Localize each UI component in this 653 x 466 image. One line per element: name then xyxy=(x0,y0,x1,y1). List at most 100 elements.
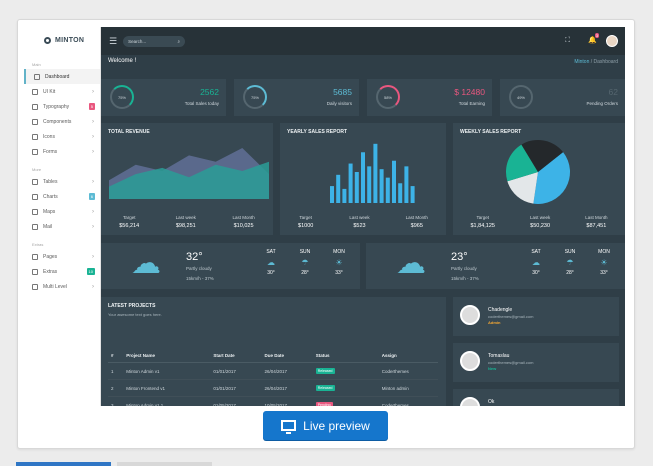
table-header: Start Date xyxy=(210,349,262,363)
forecast-day-name: MON xyxy=(333,249,345,255)
nav-item-icon xyxy=(32,148,38,155)
bar xyxy=(348,163,353,203)
chevron-right-icon: › xyxy=(92,178,94,185)
bar xyxy=(410,186,415,203)
bar xyxy=(385,177,390,203)
bar xyxy=(336,174,341,203)
legend-value: $1,84,125 xyxy=(470,223,495,229)
progress-ring: 58% xyxy=(376,85,400,109)
stat-card: 75% 5685 Daily visitors xyxy=(234,79,359,116)
table-header: Due Date xyxy=(261,349,313,363)
sidebar-item[interactable]: Icons › xyxy=(24,129,100,144)
fullscreen-icon[interactable]: ⛶ xyxy=(565,37,570,44)
table-cell: Released xyxy=(312,362,379,380)
projects-title: LATEST PROJECTS xyxy=(108,303,156,309)
chevron-right-icon: › xyxy=(92,148,94,155)
sidebar-item[interactable]: Extras 10 xyxy=(24,264,100,279)
table-header: Project Name xyxy=(123,349,211,363)
legend-item: Last Month $87,451 xyxy=(585,215,607,229)
forecast-day-name: SAT xyxy=(531,249,541,255)
sidebar-item[interactable]: Components › xyxy=(24,114,100,129)
contact-card[interactable]: Tomaslau coderthemes@gmail.com New xyxy=(453,343,619,382)
sidebar-item[interactable]: Tables › xyxy=(24,174,100,189)
revenue-legend: Target $56,214 Last week $98,251 Last Month $… xyxy=(101,215,273,229)
table-cell: 1 xyxy=(108,362,124,380)
legend-label: Last Month xyxy=(405,215,428,220)
table-cell: 3 xyxy=(108,396,124,406)
table-cell: Minton Admin v1 xyxy=(123,362,211,380)
legend-value: $98,251 xyxy=(175,223,196,229)
table-cell: 10/05/2017 xyxy=(261,396,313,406)
bar xyxy=(392,160,396,203)
yearly-bar-chart xyxy=(330,143,415,203)
forecast-temp: 33° xyxy=(600,270,608,276)
forecast-day: SAT ☁ 30° xyxy=(526,249,546,276)
sidebar-item[interactable]: Pages › xyxy=(24,249,100,264)
table-row[interactable]: 3 Minton Admin v1.1 01/05/2017 10/05/2017 Pe… xyxy=(108,396,438,406)
menu-icon[interactable]: ☰ xyxy=(109,35,118,46)
avatar xyxy=(460,351,480,371)
sidebar-item[interactable]: Mail › xyxy=(24,219,100,234)
sidebar-item[interactable]: Multi Level › xyxy=(24,279,100,294)
contact-name: Chadengle xyxy=(488,307,513,313)
sidebar-item[interactable]: Charts 6 xyxy=(24,189,100,204)
table-row[interactable]: 1 Minton Admin v1 01/01/2017 26/04/2017 Rele… xyxy=(108,362,438,380)
weather-temp: 32° xyxy=(186,251,203,263)
app-name: MINTON xyxy=(55,37,85,44)
revenue-card: TOTAL REVENUE Target $56,214 Last week $98,… xyxy=(101,123,273,235)
sidebar-item[interactable]: Forms › xyxy=(24,144,100,159)
forecast-temp: 28° xyxy=(301,270,309,276)
table-cell: Coderthemes xyxy=(378,362,438,380)
sidebar-item[interactable]: UI Kit › xyxy=(24,84,100,99)
legend-label: Last week xyxy=(175,215,196,220)
sidebar-item[interactable]: Typography 5 xyxy=(24,99,100,114)
breadcrumb-separator: / xyxy=(590,59,593,65)
forecast-day-name: SAT xyxy=(266,249,276,255)
sidebar-item-label: Multi Level xyxy=(43,283,67,290)
weekly-card: WEEKLY SALES REPORT Target $1,84,125 Last … xyxy=(453,123,625,235)
nav-item-icon xyxy=(32,88,38,95)
search-input[interactable]: Search... ⌕ xyxy=(123,35,186,47)
user-avatar[interactable] xyxy=(606,35,618,47)
forecast-icon: ☁ xyxy=(532,258,540,267)
stat-label: Daily visitors xyxy=(326,101,352,106)
weekly-pie-chart xyxy=(506,140,570,204)
nav-heading: Main xyxy=(32,62,41,67)
app-logo[interactable]: MINTON xyxy=(24,27,100,54)
bottom-tab-strip xyxy=(16,462,111,466)
forecast-icon: ☁ xyxy=(267,258,275,267)
nav-item-icon xyxy=(34,73,40,80)
stat-label: Total Sales today xyxy=(184,101,219,106)
legend-item: Last week $50,230 xyxy=(530,215,550,229)
table-cell: Coderthemes xyxy=(378,396,438,406)
legend-label: Target xyxy=(299,215,312,220)
sidebar-item[interactable]: Dashboard xyxy=(24,69,100,84)
revenue-title: TOTAL REVENUE xyxy=(108,129,150,135)
legend-item: Target $1000 xyxy=(298,215,313,229)
pie-slice xyxy=(506,144,538,182)
forecast-icon: ☀ xyxy=(600,258,608,267)
legend-value: $87,451 xyxy=(586,223,607,229)
sidebar-item[interactable]: Maps › xyxy=(24,204,100,219)
forecast-day: SUN ☂ 28° xyxy=(560,249,580,276)
stat-value: 62 xyxy=(608,87,618,97)
forecast-day: SAT ☁ 30° xyxy=(261,249,281,276)
status-badge: Pending xyxy=(315,402,333,406)
contact-card[interactable]: Okcoderthemes@gmail.com xyxy=(453,389,619,406)
contact-card[interactable]: Chadengle coderthemes@gmail.com Admin xyxy=(453,297,619,336)
bell-icon[interactable]: 🔔 xyxy=(588,37,597,44)
topbar: ☰ Search... ⌕ ⛶ 🔔 3 xyxy=(101,27,625,55)
table-header: Status xyxy=(312,349,379,363)
live-preview-button[interactable]: Live preview xyxy=(263,411,388,440)
projects-table: # Project Name Start Date Due Date Status Ass… xyxy=(108,349,438,406)
contact-name: Ok xyxy=(488,399,495,405)
legend-item: Last Month $10,025 xyxy=(232,215,254,229)
weather-wind: 15km/h - 37% xyxy=(451,276,479,281)
pie-slice xyxy=(507,172,538,204)
notification-badge: 3 xyxy=(594,33,599,38)
nav-heading: More xyxy=(32,167,42,172)
table-row[interactable]: 2 Minton Frontend v1 01/01/2017 26/04/2017 R… xyxy=(108,379,438,397)
forecast-icon: ☂ xyxy=(301,258,309,267)
nav-badge: 10 xyxy=(86,268,95,275)
breadcrumb-root[interactable]: Minton xyxy=(574,59,590,65)
